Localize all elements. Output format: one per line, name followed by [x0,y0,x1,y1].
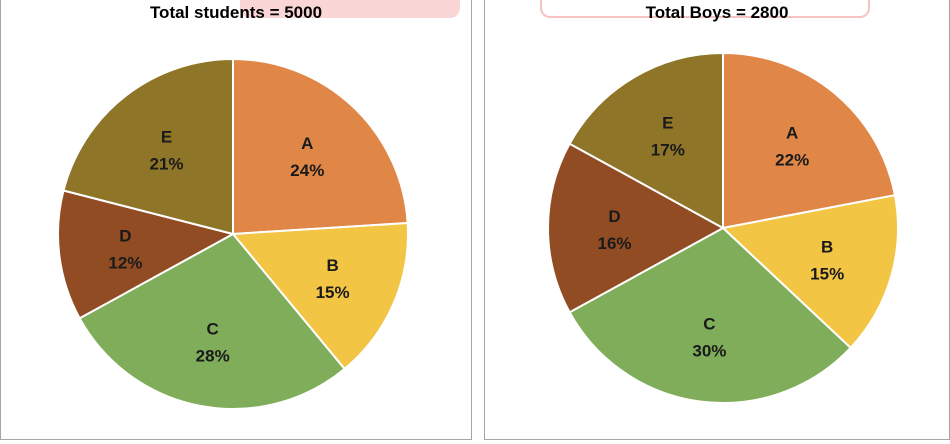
slice-value-label: 15% [316,283,350,302]
pie-slice-a [232,57,409,236]
slice-category-label: D [119,227,131,246]
slice-category-label: A [301,134,313,153]
slice-value-label: 12% [108,254,142,273]
slice-category-label: D [608,207,620,226]
slice-value-label: 24% [290,161,324,180]
slice-category-label: B [821,237,833,256]
slice-category-label: A [786,123,798,142]
slice-value-label: 22% [775,150,809,169]
slice-value-label: 15% [810,264,844,283]
slice-category-label: C [207,320,219,339]
chart-title: Total students = 5000 [149,3,323,22]
slice-category-label: B [326,256,338,275]
pie-slice-e [62,57,234,236]
pie-slice-b [720,194,899,350]
slice-value-label: 17% [651,141,685,160]
slice-category-label: E [161,127,172,146]
pie-slice-e [568,51,724,230]
chart-title: Total Boys = 2800 [645,3,789,22]
slice-value-label: 28% [196,347,230,366]
watermark-outline [540,0,870,18]
pie-slice-d [547,142,726,314]
slice-value-label: 16% [597,234,631,253]
pie-slice-a [722,51,897,230]
pie-slice-d [57,189,236,320]
pie-slice-c [78,232,346,410]
pie-chart-total-students: Total students = 5000 A 24% B 15% C 28% D 12% E 2… [0,0,472,440]
pie-svg: A 24% B 15% C 28% D 12% E 21% [57,57,409,410]
pie-svg: A 22% B 15% C 30% D 16% E 17% [547,51,899,405]
watermark-banner [240,0,460,18]
pie-chart-total-boys: Total Boys = 2800 A 22% B 15% C 30% D 16% E 17% [484,0,950,440]
slice-category-label: C [703,315,715,334]
slice-category-label: E [662,114,673,133]
slice-value-label: 21% [149,154,183,173]
pie-slice-b [230,221,409,371]
slice-value-label: 30% [692,342,726,361]
pie-slice-c [568,226,852,405]
